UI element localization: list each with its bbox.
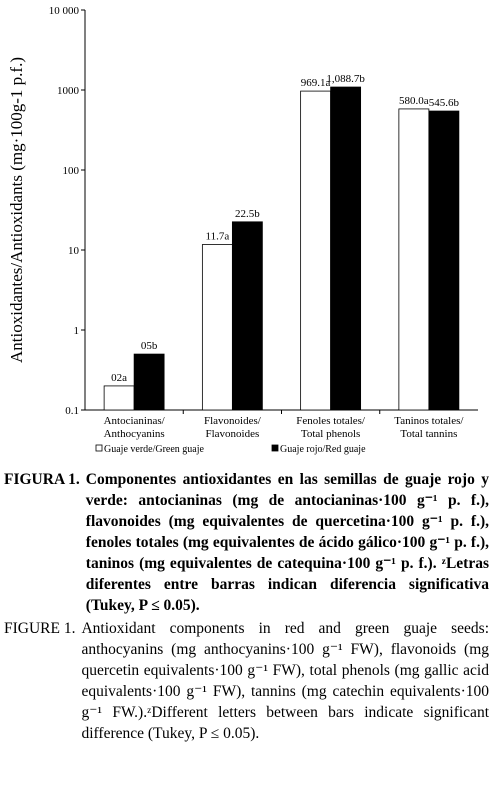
legend-label: Guaje rojo/Red guaje: [280, 444, 366, 455]
y-tick-label: 0.1: [65, 405, 79, 417]
bar: [330, 86, 362, 411]
caption-en: FIGURE 1. Antioxidant components in red …: [0, 618, 495, 744]
caption-text: Componentes antioxidantes en las semilla…: [85, 471, 489, 614]
value-label: 22.5b: [235, 208, 260, 220]
value-label: 11.7a: [206, 231, 230, 243]
legend-swatch: [271, 444, 279, 452]
value-label: 05b: [141, 340, 158, 352]
x-tick-label: Flavonoides/Flavonoides: [204, 415, 262, 440]
value-label: 545.6b: [429, 97, 460, 109]
caption-es: FIGURA 1. Componentes antioxidantes en l…: [0, 469, 495, 616]
caption-label: FIGURA 1.: [4, 471, 80, 488]
x-tick-label: Taninos totales/Total tannins: [394, 415, 464, 440]
y-axis-label: Antioxidantes/Antioxidants (mg·100g-1 p.…: [7, 57, 26, 363]
bar: [300, 90, 332, 411]
bar: [103, 385, 135, 411]
y-tick-label: 1000: [57, 85, 80, 97]
legend-swatch: [95, 444, 103, 452]
value-label: 02a: [111, 372, 127, 384]
bar: [398, 108, 430, 411]
bar: [133, 353, 165, 411]
y-tick-label: 100: [63, 165, 80, 177]
legend-label: Guaje verde/Green guaje: [104, 444, 205, 455]
chart: Antioxidantes/Antioxidants (mg·100g-1 p.…: [7, 5, 478, 455]
value-label: 580.0a: [399, 95, 429, 107]
y-tick-label: 10: [68, 245, 80, 257]
bar: [231, 221, 263, 411]
caption-text: Antioxidant components in red and green …: [81, 620, 489, 742]
y-tick-label: 10 000: [49, 5, 80, 17]
value-label: 969.1a: [301, 77, 331, 89]
bar: [428, 110, 460, 411]
y-tick-label: 1: [74, 325, 80, 337]
x-tick-label: Fenoles totales/Total phenols: [296, 415, 366, 440]
value-label: 1,088.7b: [326, 73, 365, 85]
caption-label: FIGURE 1.: [4, 620, 76, 637]
x-tick-label: Antocianinas/Anthocyanins: [104, 415, 166, 440]
bar: [201, 244, 233, 411]
